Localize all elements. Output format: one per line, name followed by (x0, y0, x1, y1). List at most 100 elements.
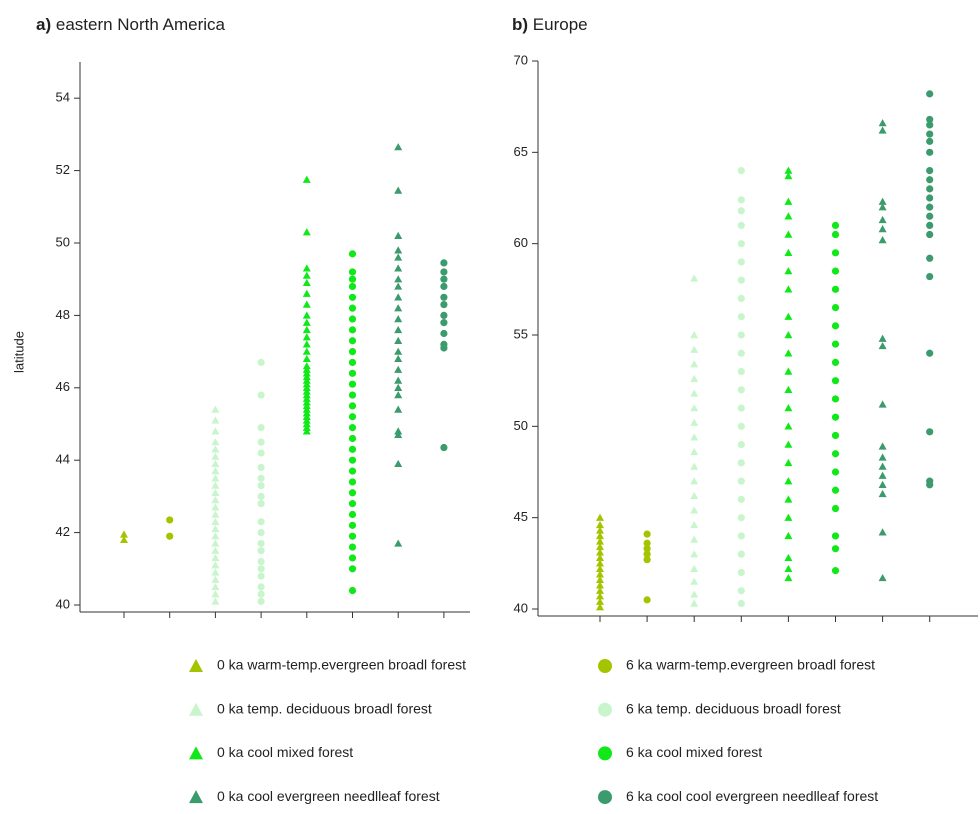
point (348, 434, 357, 443)
point (394, 246, 403, 254)
point (302, 405, 311, 413)
point (348, 554, 357, 562)
point (348, 402, 357, 410)
point (302, 228, 311, 236)
legend-marker (598, 702, 612, 717)
legend-marker (598, 746, 612, 761)
point (784, 531, 793, 540)
legend-label: 6 ka temp. deciduous broadl forest (626, 700, 841, 716)
point (690, 331, 699, 339)
point (211, 539, 220, 547)
point (737, 240, 745, 248)
point (394, 275, 403, 283)
point (440, 300, 448, 309)
point (831, 230, 840, 239)
point (211, 510, 220, 518)
point (926, 349, 934, 357)
point (302, 376, 311, 384)
point (302, 311, 311, 319)
point (737, 349, 745, 357)
y-tick-label: 44 (56, 452, 70, 467)
point (737, 599, 745, 608)
point (831, 450, 840, 458)
point (596, 575, 604, 583)
point (690, 550, 699, 558)
point (211, 405, 220, 413)
point (211, 459, 220, 468)
point (302, 412, 311, 420)
legend-label: 0 ka warm-temp.evergreen broadl forest (217, 657, 466, 673)
legend-label: 0 ka temp. deciduous broadl forest (217, 700, 432, 716)
point (120, 535, 128, 544)
point (926, 148, 934, 156)
point (737, 587, 745, 595)
point (643, 545, 651, 553)
point (302, 175, 311, 183)
point (784, 230, 793, 238)
point (257, 438, 265, 446)
point (737, 459, 745, 467)
point (831, 486, 840, 494)
y-tick-label: 52 (56, 162, 70, 177)
point (690, 535, 699, 543)
point (348, 348, 357, 356)
point (926, 194, 934, 202)
point (878, 480, 887, 488)
point (257, 463, 265, 472)
point (348, 565, 357, 573)
point (690, 360, 699, 368)
point (926, 212, 934, 220)
point (440, 282, 448, 291)
point (784, 422, 793, 430)
point (690, 564, 699, 573)
point (440, 275, 448, 283)
point (394, 405, 403, 413)
point (120, 530, 128, 538)
legend-label: 6 ka cool mixed forest (626, 744, 762, 760)
point (878, 528, 887, 536)
point (394, 264, 403, 272)
y-tick-label: 65 (514, 144, 528, 159)
point (690, 433, 699, 441)
point (926, 428, 934, 436)
point (784, 458, 793, 467)
point (211, 427, 220, 435)
point (348, 543, 357, 551)
point (878, 126, 887, 134)
point (348, 467, 357, 475)
point (596, 537, 604, 545)
point (737, 221, 745, 229)
point (394, 391, 403, 399)
point (878, 489, 887, 498)
point (831, 395, 840, 403)
point (211, 496, 220, 504)
point (690, 599, 699, 607)
point (211, 553, 220, 562)
point (831, 249, 840, 257)
point (302, 372, 311, 381)
point (690, 374, 699, 383)
title: Europe (533, 15, 588, 34)
point (302, 278, 311, 287)
point (302, 427, 311, 435)
point (211, 416, 220, 424)
point (643, 550, 651, 558)
point (302, 416, 311, 424)
point (737, 367, 745, 376)
point (737, 404, 745, 412)
point (926, 90, 934, 98)
point (784, 166, 793, 174)
point (926, 230, 934, 239)
point (348, 337, 357, 345)
point (737, 313, 745, 321)
point (394, 143, 403, 151)
point (690, 447, 699, 456)
point (302, 362, 311, 370)
point (596, 603, 604, 611)
point (831, 567, 840, 575)
point (737, 386, 745, 394)
point (596, 553, 604, 562)
point (878, 225, 887, 233)
point (302, 365, 311, 373)
point (784, 197, 793, 205)
